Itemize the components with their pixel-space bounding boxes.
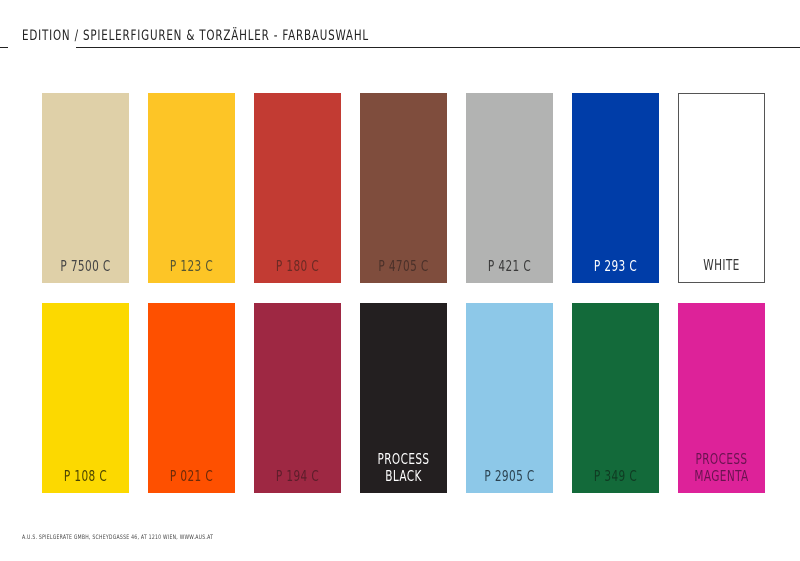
color-swatch: PROCESS MAGENTA [678, 303, 765, 493]
color-swatch: P 2905 C [466, 303, 553, 493]
color-swatch: P 4705 C [360, 93, 447, 283]
swatch-label: P 108 C [63, 467, 108, 485]
color-swatch: P 7500 C [42, 93, 129, 283]
page-title: EDITION / SPIELERFIGUREN & TORZÄHLER - F… [22, 28, 369, 44]
color-swatch: P 021 C [148, 303, 235, 493]
swatch-label: P 194 C [275, 467, 320, 485]
color-swatch: P 180 C [254, 93, 341, 283]
swatch-label: P 180 C [275, 257, 320, 275]
swatch-label: P 293 C [593, 257, 638, 275]
swatch-label: P 421 C [487, 257, 532, 275]
color-swatch: P 293 C [572, 93, 659, 283]
swatch-label: P 349 C [593, 467, 638, 485]
color-swatch: WHITE [678, 93, 765, 283]
color-swatch: P 194 C [254, 303, 341, 493]
color-swatch: P 123 C [148, 93, 235, 283]
footer-address: A.U.S. SPIELGERÄTE GMBH, SCHEYDGASSE 46,… [22, 534, 214, 541]
swatch-label: WHITE [703, 256, 740, 274]
swatch-label: P 2905 C [484, 467, 535, 485]
swatch-label: PROCESS BLACK [377, 450, 430, 485]
color-swatch: PROCESS BLACK [360, 303, 447, 493]
swatch-label: P 021 C [169, 467, 214, 485]
title-underline [76, 47, 800, 48]
swatch-label: PROCESS MAGENTA [694, 450, 749, 485]
color-swatch: P 421 C [466, 93, 553, 283]
swatch-label: P 7500 C [60, 257, 111, 275]
swatch-label: P 4705 C [378, 257, 429, 275]
swatch-label: P 123 C [169, 257, 214, 275]
color-swatch: P 108 C [42, 303, 129, 493]
color-swatch: P 349 C [572, 303, 659, 493]
margin-tick [0, 47, 8, 48]
